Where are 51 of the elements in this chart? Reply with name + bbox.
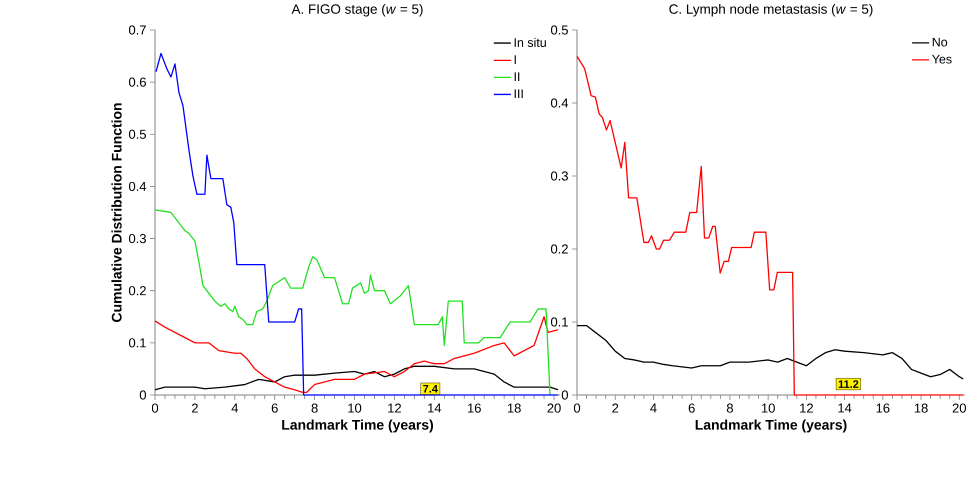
y-tick-label: 0.5 <box>128 130 146 139</box>
y-tick-label: 0.6 <box>128 78 146 87</box>
legend-label: III <box>514 89 523 98</box>
chart-title: A. FIGO stage (w = 5) <box>292 4 423 16</box>
y-tick-label: 0.1 <box>550 317 568 327</box>
x-tick-label: 2 <box>192 404 198 413</box>
x-tick-label: 12 <box>800 404 813 413</box>
x-tick-label: 2 <box>612 404 618 413</box>
x-tick-label: 4 <box>650 404 657 412</box>
y-tick-label: 0.2 <box>128 286 146 296</box>
x-tick-label: 6 <box>272 404 278 413</box>
legend-label: I <box>514 55 516 64</box>
legend-label: II <box>514 72 520 81</box>
y-tick-label: 0.4 <box>550 98 568 108</box>
x-tick-label: 18 <box>508 404 521 413</box>
x-tick-label: 14 <box>838 404 852 412</box>
line-series <box>576 324 964 380</box>
annotation: 7.4 <box>423 384 438 392</box>
y-tick-label: 0.2 <box>550 244 568 254</box>
x-tick-label: 12 <box>388 404 401 413</box>
y-tick-label: 0.1 <box>128 338 146 348</box>
chart-title: C. Lymph node metastasis (w = 5) <box>669 4 872 16</box>
y-tick-label: 0.3 <box>550 171 568 181</box>
y-tick-label: 0 <box>562 390 568 400</box>
legend-label: In situ <box>514 38 546 47</box>
legend-label: Yes <box>932 54 952 64</box>
x-tick-label: 18 <box>914 404 928 413</box>
x-tick-label: 16 <box>468 404 481 413</box>
x-tick-label: 0 <box>574 404 580 413</box>
annotation: 11.2 <box>838 380 858 388</box>
line-series <box>154 209 551 396</box>
legend-label: No <box>932 38 948 47</box>
y-tick-label: 0 <box>140 390 146 400</box>
x-tick-label: 6 <box>688 404 695 413</box>
x-tick-label: 0 <box>152 404 158 413</box>
x-axis-title: Landmark Time (years) <box>696 420 847 433</box>
x-tick-label: 20 <box>952 404 966 413</box>
y-tick-label: 0.3 <box>128 234 146 244</box>
y-axis-title: Cumulative Distribution Function <box>111 103 122 322</box>
x-tick-label: 4 <box>232 404 238 412</box>
x-tick-label: 10 <box>762 404 775 413</box>
x-tick-label: 14 <box>428 404 442 412</box>
y-tick-label: 0.4 <box>128 182 146 191</box>
x-tick-label: 20 <box>547 404 561 413</box>
x-tick-label: 8 <box>312 404 318 413</box>
x-tick-label: 16 <box>876 404 890 413</box>
y-tick-label: 0.5 <box>550 25 568 35</box>
x-tick-label: 10 <box>348 404 362 413</box>
x-tick-label: 8 <box>726 404 733 413</box>
x-axis-title: Landmark Time (years) <box>282 420 434 433</box>
y-tick-label: 0.7 <box>128 25 146 35</box>
